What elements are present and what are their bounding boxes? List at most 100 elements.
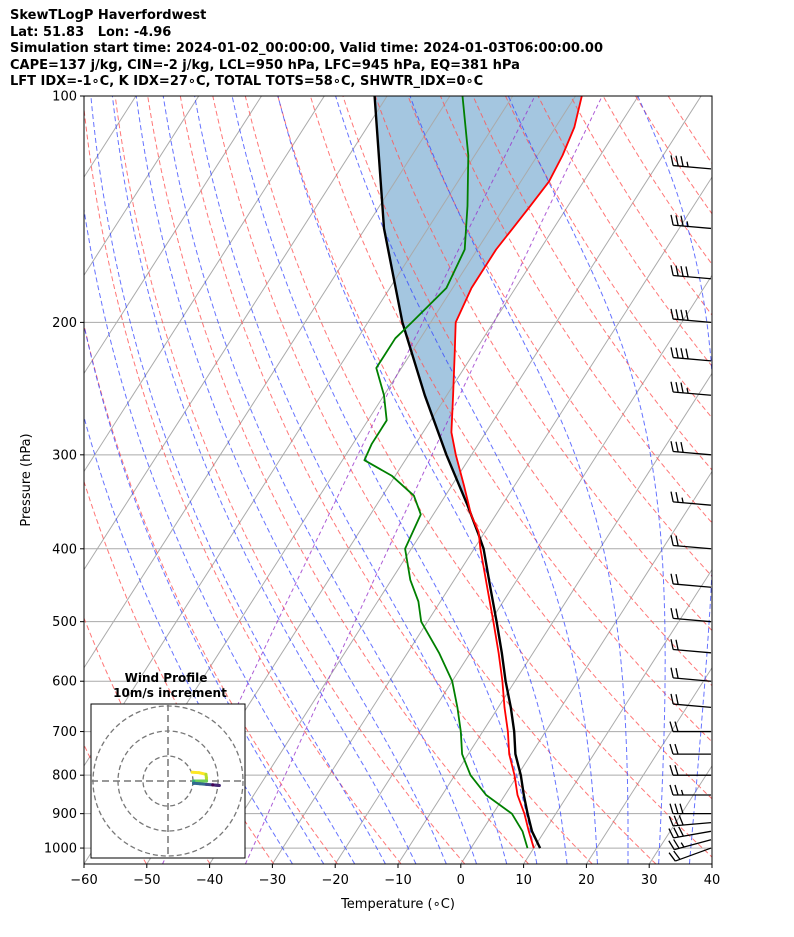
wind-barb-flag: [670, 639, 674, 650]
x-tick-label: −60: [70, 873, 97, 888]
wind-barb-flag: [670, 535, 674, 546]
wind-barb-flag: [678, 826, 685, 837]
wind-barb-flag: [680, 348, 684, 359]
wind-barb: [668, 847, 712, 862]
wind-barb-flag: [669, 743, 674, 755]
wind-barb: [670, 573, 712, 588]
wind-barb-flag: [670, 155, 674, 166]
dry-adiabat: [505, 96, 712, 419]
isotherm--10: [397, 372, 712, 864]
dry-adiabat: [635, 96, 712, 215]
dewpoint-profile-line: [363, 96, 529, 849]
y-tick-label: 900: [52, 807, 77, 822]
wind-barb-flag: [680, 442, 684, 453]
wind-barb-staff: [673, 677, 712, 682]
wind-barb-flag: [670, 693, 674, 705]
title-latlon: Lat: 51.83 Lon: -4.96: [10, 24, 172, 40]
x-tick-label: 20: [578, 873, 595, 888]
wind-barb-flag: [680, 309, 684, 321]
wind-barb: [670, 667, 712, 682]
wind-barb-flag: [668, 852, 676, 862]
wind-barb: [670, 608, 712, 623]
wind-barb-flag: [675, 694, 679, 705]
y-tick-label: 100: [52, 90, 77, 105]
wind-barb-flag: [685, 266, 689, 277]
x-tick-label: −40: [196, 873, 223, 888]
wind-barb-staff: [673, 224, 712, 230]
y-tick-label: 500: [52, 615, 77, 630]
wind-barb: [668, 826, 712, 839]
y-tick-label: 300: [52, 448, 77, 463]
wind-barb-flag: [675, 309, 679, 320]
wind-barb-flag: [675, 574, 679, 585]
dry-adiabat: [212, 96, 657, 864]
wind-barb: [670, 535, 712, 550]
wind-barb-staff: [673, 544, 712, 550]
wind-barb-staff: [673, 318, 712, 324]
dry-adiabat: [342, 96, 712, 687]
dry-adiabat: [147, 96, 529, 864]
x-axis-ticks: −60 −50 −40 −30 −20 −10 0 10 20 30 40: [70, 864, 720, 888]
wind-barb: [670, 381, 712, 396]
wind-barb-flag: [668, 828, 675, 839]
wind-barb-flag: [675, 382, 679, 393]
moist-adiabats: [84, 96, 712, 864]
y-tick-label: 600: [52, 675, 77, 690]
wind-barb-flag: [669, 803, 674, 814]
wind-barb-half-flag: [687, 89, 688, 94]
wind-barb: [669, 784, 711, 796]
wind-barb-flag: [670, 608, 674, 619]
wind-barb: [670, 265, 712, 280]
x-tick-label: 10: [515, 873, 532, 888]
wind-barb-staff: [673, 703, 712, 709]
wind-barb-flag: [673, 827, 680, 838]
isotherm--80: [84, 96, 451, 669]
wind-barb-flag: [676, 83, 678, 93]
wind-barb: [669, 764, 711, 776]
wind-barb-flag: [670, 491, 674, 502]
wind-barb-flag: [673, 815, 679, 826]
wind-barb-flag: [675, 347, 679, 359]
x-tick-label: −50: [133, 873, 160, 888]
wind-barb-staff: [673, 274, 712, 280]
wind-barb-flag: [669, 764, 674, 776]
wind-barb-flag: [679, 803, 684, 814]
wind-barb: [668, 839, 712, 851]
isotherm--40: [209, 96, 702, 864]
y-tick-label: 800: [52, 769, 77, 784]
title-station: SkewTLogP Haverfordwest: [10, 8, 207, 23]
moist-adiabat: [162, 96, 477, 864]
wind-barb-flag: [675, 667, 679, 679]
wind-barb-half-flag: [680, 842, 685, 848]
wind-barb-staff: [675, 847, 712, 862]
x-tick-label: −10: [384, 873, 411, 888]
isotherm--90: [84, 96, 388, 571]
dry-adiabat: [602, 96, 712, 266]
wind-barb: [670, 441, 712, 456]
x-tick-label: 30: [641, 873, 658, 888]
isotherm--100: [84, 96, 325, 473]
moist-adiabat: [90, 96, 386, 864]
wind-barb-flag: [670, 214, 674, 226]
wind-barb-flag: [674, 764, 679, 776]
dry-adiabat: [537, 96, 712, 367]
isotherm--30: [271, 176, 712, 864]
wind-barb-flag: [675, 535, 679, 547]
dry-adiabat: [114, 96, 466, 864]
dry-adiabats: [84, 96, 712, 864]
x-tick-label: −30: [259, 873, 286, 888]
y-tick-label: 200: [52, 316, 77, 331]
wind-barb-staff: [674, 839, 712, 851]
wind-barb-staff: [673, 501, 712, 506]
wind-barb-flag: [670, 667, 674, 679]
cape-area: [374, 96, 582, 532]
wind-barb-flag: [675, 608, 679, 619]
wind-barb: [670, 639, 712, 654]
wind-barb-flag: [669, 784, 674, 796]
wind-barb: [670, 693, 712, 709]
x-tick-label: 0: [457, 873, 465, 888]
y-tick-label: 700: [52, 725, 77, 740]
wind-barb-flag: [675, 639, 679, 651]
wind-barb-flag: [670, 381, 674, 393]
wind-barb: [670, 347, 712, 362]
